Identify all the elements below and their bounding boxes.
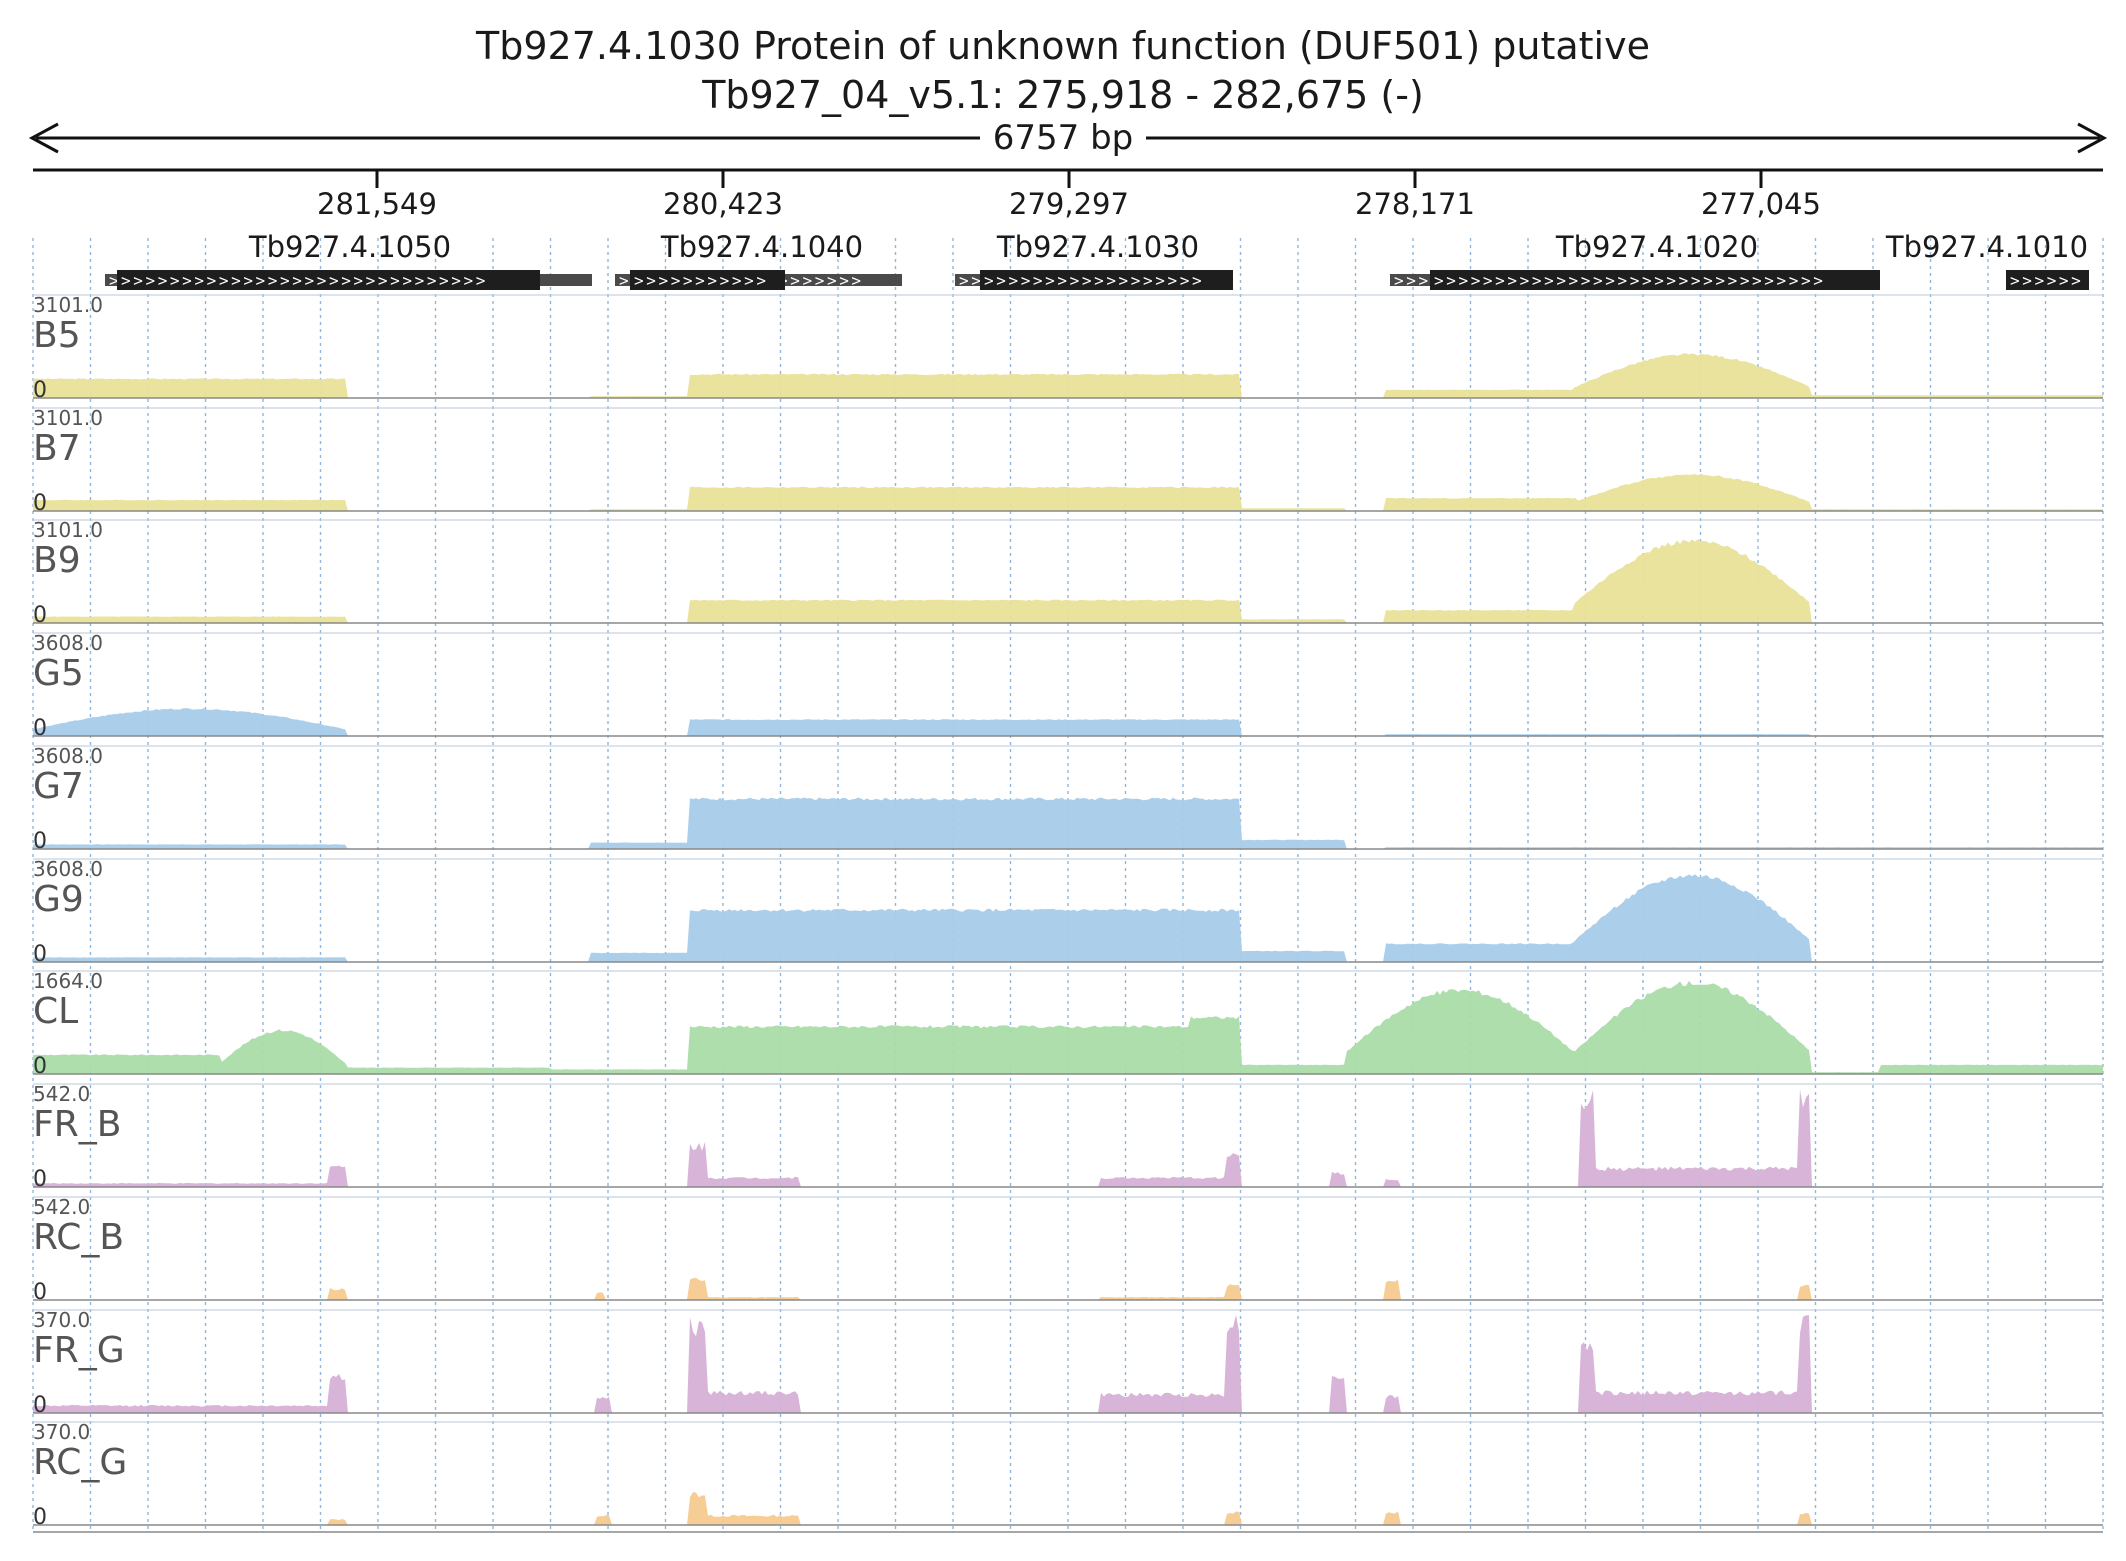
gene-label[interactable]: Tb927.4.1050 [248,230,452,264]
track-zero-label: 0 [33,1054,47,1079]
coverage-area [33,473,2103,511]
track-max-value: 542.0 [33,1082,91,1106]
track-max-value: 1664.0 [33,969,103,993]
strand-arrows: >>>>>>>>>>>>>>>>>>>>>>>>>>>>>> [121,271,488,290]
track-max-value: 3608.0 [33,631,103,655]
track-name[interactable]: G5 [33,653,84,694]
gene-cds-block [2006,270,2089,290]
gene-cds-block [630,270,785,290]
track-max-value: 370.0 [33,1420,91,1444]
gene-label[interactable]: Tb927.4.1010 [1885,230,2089,264]
track-name[interactable]: G9 [33,879,84,920]
ruler-tick-label: 277,045 [1701,187,1821,221]
track-zero-label: 0 [33,1505,47,1530]
strand-arrows: >>>>>> [2010,271,2083,290]
track-zero-label: 0 [33,491,47,516]
gene-label[interactable]: Tb927.4.1030 [996,230,1200,264]
span-arrow-right [2077,122,2108,154]
track-max-value: 3101.0 [33,293,103,317]
track-name[interactable]: CL [33,991,79,1032]
track-zero-label: 0 [33,378,47,403]
coverage-area [33,1314,2103,1413]
track-zero-label: 0 [33,829,47,854]
track-name[interactable]: B7 [33,428,81,469]
coverage-area [33,797,2103,849]
gene-cds-block [1430,270,1880,290]
track-zero-label: 0 [33,1280,47,1305]
strand-arrows: >>>>>>>>>>>>>>>>>> [984,271,1204,290]
ruler-tick-label: 280,423 [663,187,783,221]
track-max-value: 3608.0 [33,857,103,881]
track-name[interactable]: FR_G [33,1330,125,1371]
span-length-label: 6757 bp [980,118,1146,158]
ruler-tick-label: 278,171 [1355,187,1475,221]
gene-cds-block [980,270,1233,290]
gene-label[interactable]: Tb927.4.1020 [1555,230,1759,264]
ruler-tick-label: 281,549 [317,187,437,221]
coverage-area [33,1089,2103,1187]
span-arrow-left [28,122,59,154]
track-zero-label: 0 [33,1167,47,1192]
track-max-value: 370.0 [33,1308,91,1332]
track-zero-label: 0 [33,942,47,967]
track-name[interactable]: G7 [33,766,84,807]
track-max-value: 3101.0 [33,406,103,430]
track-max-value: 3608.0 [33,744,103,768]
track-zero-label: 0 [33,716,47,741]
coverage-area [33,874,2103,962]
track-name[interactable]: B5 [33,315,81,356]
strand-arrows: >>>>>>>>>>>>>>>>>>>>>>>>>>>>>>>> [1434,271,1825,290]
coverage-area [33,708,2103,736]
track-zero-label: 0 [33,1393,47,1418]
locus-coordinates: Tb927_04_v5.1: 275,918 - 282,675 (-) [702,73,1424,117]
track-max-value: 542.0 [33,1195,91,1219]
track-name[interactable]: FR_B [33,1104,122,1145]
track-name[interactable]: RC_B [33,1217,125,1258]
track-max-value: 3101.0 [33,518,103,542]
coverage-area [33,539,2103,623]
track-name[interactable]: B9 [33,540,81,581]
ruler-tick-label: 279,297 [1009,187,1129,221]
coverage-area [33,353,2103,398]
track-zero-label: 0 [33,603,47,628]
track-name[interactable]: RC_G [33,1442,128,1483]
gene-cds-block [117,270,540,290]
gene-label[interactable]: Tb927.4.1040 [660,230,864,264]
coverage-area [33,980,2103,1074]
strand-arrows: >>>>>>>>>>> [634,271,769,290]
gene-title: Tb927.4.1030 Protein of unknown function… [476,24,1650,68]
